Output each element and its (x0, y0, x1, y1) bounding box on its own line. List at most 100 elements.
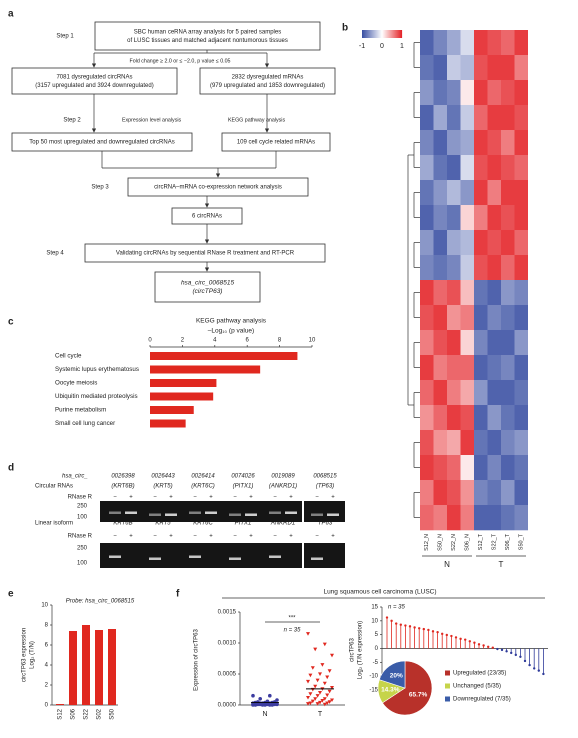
lollipop-head (537, 669, 540, 672)
colorbar-step (382, 30, 384, 38)
point (306, 632, 310, 636)
heatmap-cell (514, 430, 528, 456)
colorbar-step (397, 30, 399, 38)
heatmap-cell (474, 480, 488, 506)
heatmap-cell (420, 455, 434, 481)
category-label: Small cell lung cancer (55, 420, 115, 427)
y-tick-label: 0 (375, 646, 379, 652)
column-label: S22_T (492, 533, 498, 550)
heatmap-cell (487, 280, 501, 306)
lollipop-head (450, 634, 453, 638)
colorbar-tick-label: 0 (380, 43, 384, 50)
heatmap-cell (460, 305, 474, 331)
band (311, 557, 323, 560)
heatmap-cell (514, 355, 528, 381)
heatmap-cell (487, 205, 501, 231)
x-tick-label: 0 (148, 338, 152, 344)
point (318, 700, 322, 705)
axis-title: Log₂ (T/N) (30, 641, 36, 669)
circ-id: 0026414 (191, 474, 215, 480)
x-tick-label: S50 (110, 708, 116, 719)
heatmap-cell (447, 205, 461, 231)
colorbar-step (385, 30, 387, 38)
heatmap-cell (501, 230, 515, 256)
column-label: S06_N (465, 534, 471, 551)
heatmap-cell (433, 405, 447, 431)
heatmap-cell (487, 180, 501, 206)
treatment-sign: − (315, 534, 319, 540)
legend-swatch (445, 670, 450, 676)
bar (56, 704, 64, 705)
colorbar-step (365, 30, 367, 38)
heatmap-cell (474, 430, 488, 456)
lollipop-head (459, 637, 462, 641)
treatment-sign: + (169, 534, 173, 540)
treatment-sign: − (153, 495, 157, 501)
circ-id: 0026443 (151, 474, 175, 480)
point (322, 681, 327, 686)
point (268, 693, 272, 698)
heatmap-cell (433, 55, 447, 81)
point (306, 702, 310, 706)
heatmap-cell (420, 330, 434, 356)
colorbar-step (400, 30, 402, 38)
axis-title: Expression of circTP63 (194, 628, 200, 690)
band (229, 513, 241, 516)
point (320, 663, 325, 667)
bar (82, 625, 90, 705)
legend-label: Upregulated (23/35) (453, 671, 506, 677)
treatment-sign: + (249, 534, 253, 540)
x-tick-label: T (318, 711, 323, 718)
lollipop-head (514, 653, 517, 657)
colorbar-step (383, 30, 385, 38)
gel (100, 543, 345, 568)
heatmap-cell (474, 105, 488, 131)
colorbar-step (372, 30, 374, 38)
treatment-sign: − (193, 495, 197, 501)
colorbar-step (393, 30, 395, 38)
circ-id: 0068515 (313, 474, 337, 480)
heatmap-cell (487, 230, 501, 256)
heatmap-cell (447, 505, 461, 531)
heatmap-cell (474, 505, 488, 531)
y-tick-label: 0 (45, 703, 49, 709)
point (320, 699, 325, 703)
heatmap-cell (420, 480, 434, 506)
heatmap-cell (460, 155, 474, 181)
point (306, 679, 310, 684)
marker-label: 100 (77, 515, 88, 521)
heatmap-cell (474, 80, 488, 106)
lollipop-head (473, 641, 476, 644)
lollipop-head (404, 624, 407, 627)
row-label: Linear isoform (35, 521, 73, 527)
heatmap-cell (501, 105, 515, 131)
heatmap-cell (501, 305, 515, 331)
heatmap-cell (514, 155, 528, 181)
lollipop-head (528, 663, 531, 667)
band (327, 513, 339, 516)
colorbar-step (381, 30, 383, 38)
lollipop-head (496, 647, 499, 651)
lollipop-head (500, 648, 504, 652)
x-tick-label: 4 (213, 338, 217, 344)
x-tick-label: N (262, 711, 267, 718)
heatmap-cell (474, 255, 488, 281)
y-tick-label: 6 (45, 643, 49, 649)
heatmap-cell (501, 330, 515, 356)
point (308, 673, 313, 678)
band (245, 513, 257, 516)
band (269, 555, 281, 558)
point (315, 678, 320, 683)
flow-box (199, 67, 336, 95)
heatmap-cell (501, 255, 515, 281)
panel-label: f (176, 589, 180, 600)
heatmap-cell (460, 255, 474, 281)
heatmap-cell (447, 480, 461, 506)
heatmap-cell (447, 355, 461, 381)
circ-id: 0074026 (231, 474, 255, 480)
heatmap-cell (474, 305, 488, 331)
colorbar-step (389, 30, 391, 38)
colorbar-step (376, 30, 378, 38)
heatmap-cell (460, 105, 474, 131)
